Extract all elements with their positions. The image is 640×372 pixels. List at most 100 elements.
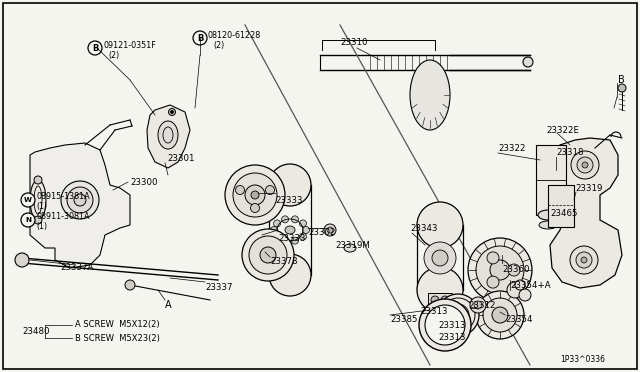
Text: 23302: 23302 [308,228,335,237]
Circle shape [21,213,35,227]
Ellipse shape [61,181,99,219]
Text: 23378: 23378 [270,257,298,266]
Ellipse shape [437,294,479,336]
Circle shape [15,253,29,267]
Ellipse shape [249,236,287,274]
Circle shape [508,264,520,276]
Text: 23313: 23313 [438,321,465,330]
Polygon shape [147,105,190,168]
Text: B: B [618,75,625,85]
Text: 23385: 23385 [390,315,417,324]
Text: B SCREW  M5X23(2): B SCREW M5X23(2) [75,334,160,343]
Circle shape [327,227,333,233]
Ellipse shape [417,267,463,313]
Ellipse shape [269,254,311,296]
Ellipse shape [410,60,450,130]
Circle shape [303,227,310,234]
Circle shape [193,31,207,45]
Text: (2): (2) [213,41,224,49]
Ellipse shape [269,164,311,206]
Text: 23322E: 23322E [546,125,579,135]
Text: 08911-3081A: 08911-3081A [36,212,90,221]
Text: 23480: 23480 [22,327,49,337]
Text: 23337A: 23337A [60,263,93,273]
Text: N: N [25,217,31,223]
Circle shape [476,291,524,339]
Circle shape [291,216,298,223]
Circle shape [250,203,259,212]
Text: B: B [197,33,203,42]
Circle shape [618,84,626,92]
Circle shape [577,157,593,173]
Ellipse shape [417,202,463,248]
Ellipse shape [424,242,456,274]
Ellipse shape [285,226,295,234]
Circle shape [291,237,298,244]
Text: 23337: 23337 [205,283,232,292]
Text: (2): (2) [108,51,119,60]
Text: 23313: 23313 [420,308,447,317]
Ellipse shape [233,173,277,217]
Circle shape [34,216,42,224]
Circle shape [245,185,265,205]
Circle shape [170,110,173,113]
Circle shape [487,276,499,288]
Ellipse shape [74,194,86,206]
Polygon shape [548,138,622,288]
Circle shape [251,191,259,199]
Ellipse shape [225,165,285,225]
Ellipse shape [158,121,178,149]
Circle shape [487,252,499,264]
Text: 23360: 23360 [502,266,529,275]
Circle shape [271,227,278,234]
Text: 08120-61228: 08120-61228 [208,31,261,39]
Text: 23354: 23354 [505,315,532,324]
Circle shape [273,220,280,227]
Circle shape [260,247,276,263]
Text: 23312: 23312 [468,301,495,310]
Circle shape [300,220,307,227]
Circle shape [273,233,280,240]
Circle shape [88,41,102,55]
Circle shape [519,289,531,301]
Text: (1): (1) [36,221,47,231]
Circle shape [582,162,588,168]
Circle shape [492,307,508,323]
Text: W: W [24,197,32,203]
Circle shape [282,237,289,244]
Text: 23318: 23318 [556,148,584,157]
Circle shape [168,109,175,115]
Ellipse shape [539,221,557,229]
Bar [536,145,566,215]
Text: 23322: 23322 [498,144,525,153]
Text: 23333: 23333 [278,234,305,243]
Bar [548,185,574,227]
Circle shape [266,186,275,195]
Circle shape [300,233,307,240]
Circle shape [523,57,533,67]
Text: (1): (1) [36,202,47,211]
Circle shape [515,280,525,290]
Text: 23310: 23310 [340,38,367,46]
Text: 23319: 23319 [575,183,602,192]
Text: 23300: 23300 [130,177,157,186]
Circle shape [324,224,336,236]
Circle shape [507,282,523,298]
Text: 23354+A: 23354+A [510,280,550,289]
Text: 23343: 23343 [410,224,438,232]
Text: 1P33^0336: 1P33^0336 [560,356,605,365]
Polygon shape [30,143,130,268]
Ellipse shape [30,180,46,220]
Circle shape [34,176,42,184]
Circle shape [21,193,35,207]
Text: B: B [92,44,98,52]
Circle shape [570,246,598,274]
Text: 23319M: 23319M [335,241,370,250]
Ellipse shape [344,244,356,252]
Circle shape [468,238,532,302]
Circle shape [441,296,449,304]
Circle shape [470,297,486,313]
Circle shape [431,296,439,304]
Circle shape [474,301,482,309]
Text: 23301: 23301 [167,154,195,163]
